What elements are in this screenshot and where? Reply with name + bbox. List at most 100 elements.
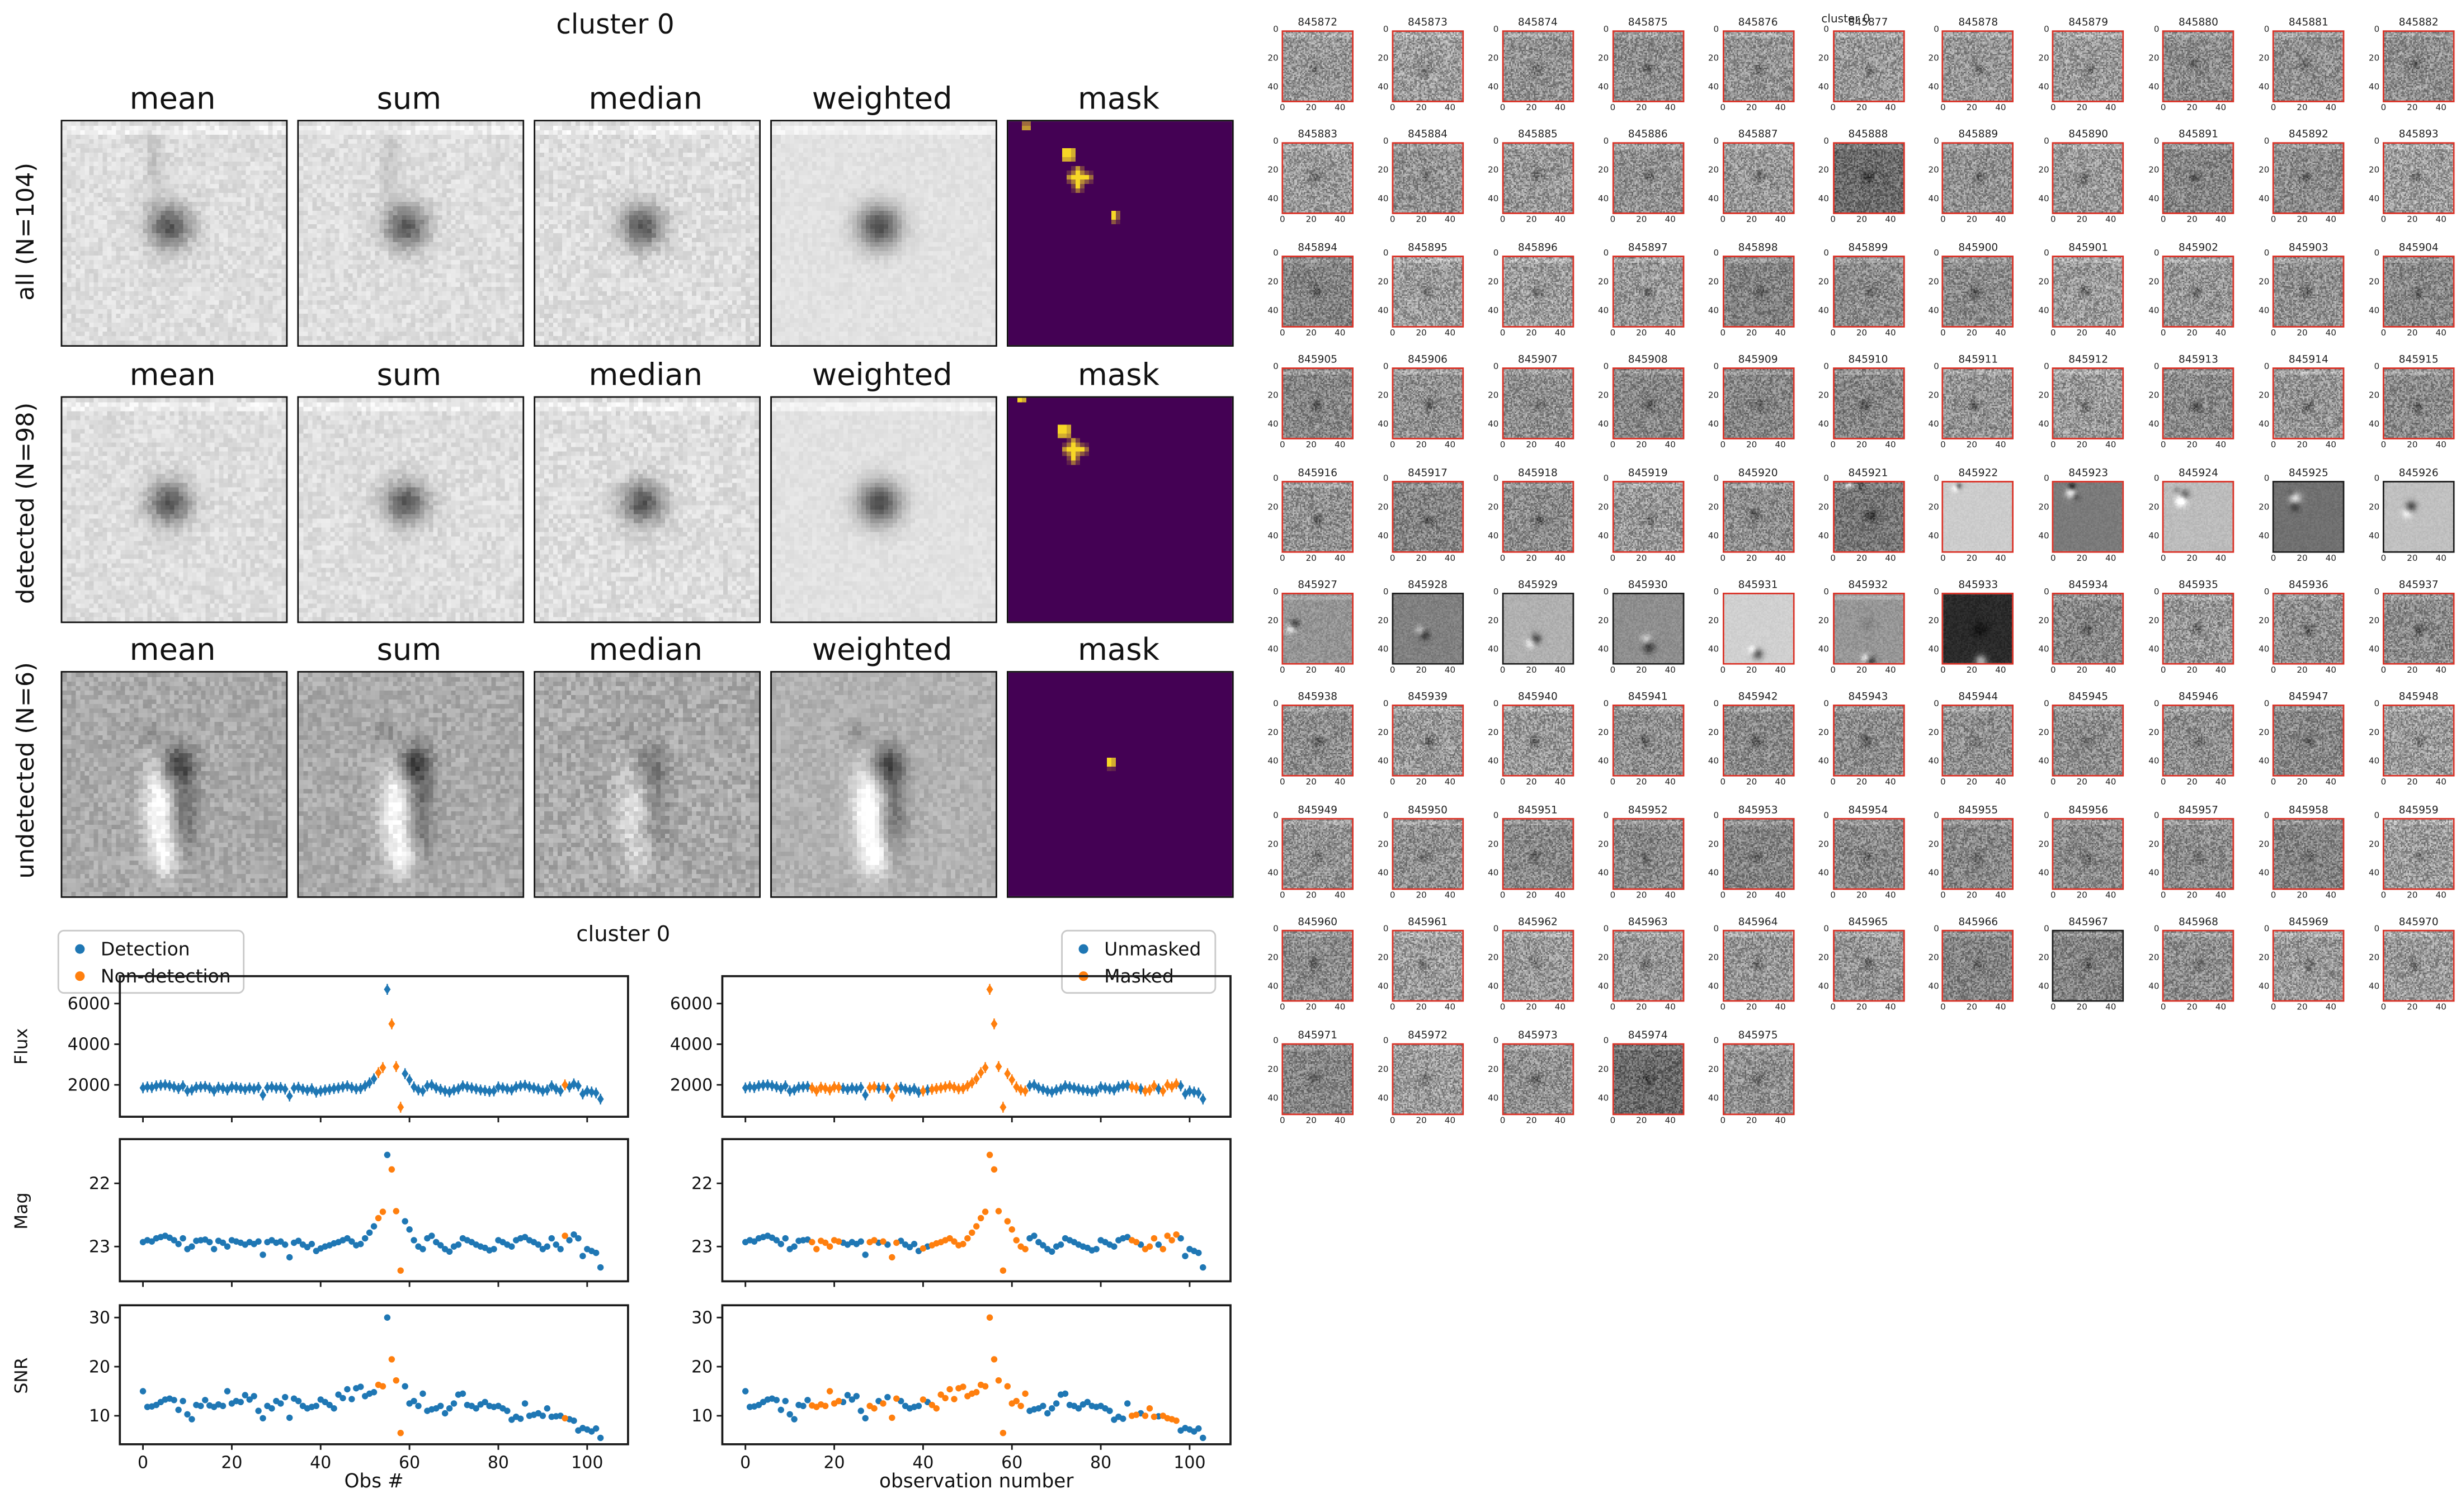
axis-tick-label: 20 bbox=[1267, 616, 1279, 626]
axis-tick-label: 40 bbox=[1665, 554, 1676, 564]
cutout-thumbnail bbox=[1392, 367, 1464, 440]
axis-tick-label: 20 bbox=[2038, 53, 2049, 63]
axis-tick-label: 20 bbox=[2297, 328, 2308, 339]
axis-tick-label: 40 bbox=[1444, 1116, 1456, 1126]
axis-tick-label: 0 bbox=[2044, 587, 2049, 597]
cutout-label: 845954 bbox=[1848, 803, 1888, 816]
axis-tick-label: 0 bbox=[1383, 700, 1389, 710]
axis-tick-label: 0 bbox=[1493, 362, 1499, 372]
svg-text:2000: 2000 bbox=[68, 1075, 110, 1095]
axis-tick-label: 0 bbox=[1603, 249, 1609, 259]
axis-tick-label: 0 bbox=[1830, 666, 1836, 676]
cutout-thumbnail bbox=[2052, 818, 2124, 890]
axis-tick-label: 0 bbox=[1500, 554, 1506, 564]
axis-tick-label: 40 bbox=[2105, 891, 2116, 901]
axis-tick-label: 40 bbox=[1444, 441, 1456, 451]
cutout-label: 845937 bbox=[2398, 578, 2439, 592]
axis-tick-label: 0 bbox=[2374, 362, 2380, 372]
axis-tick-label: 0 bbox=[1610, 1003, 1616, 1013]
cutout-thumbnail bbox=[1832, 930, 1904, 1002]
axis-tick-label: 0 bbox=[1720, 778, 1726, 788]
axis-tick-label: 40 bbox=[2105, 554, 2116, 564]
axis-tick-label: 20 bbox=[1746, 103, 1757, 114]
cutout-label: 845948 bbox=[2398, 691, 2439, 704]
cutout-thumbnail bbox=[2273, 593, 2345, 665]
axis-tick-label: 40 bbox=[1335, 891, 1346, 901]
axis-tick-label: 40 bbox=[1444, 328, 1456, 339]
axis-tick-label: 0 bbox=[2380, 554, 2387, 564]
axis-tick-label: 20 bbox=[2259, 391, 2270, 401]
legend-label: Unmasked bbox=[1104, 937, 1201, 960]
svg-text:4000: 4000 bbox=[670, 1035, 713, 1055]
axis-tick-label: 0 bbox=[1823, 362, 1829, 372]
axis-tick-label: 0 bbox=[1280, 778, 1285, 788]
axis-tick-label: 20 bbox=[1267, 1065, 1279, 1076]
axis-tick-label: 20 bbox=[1636, 554, 1647, 564]
axis-tick-label: 20 bbox=[2407, 328, 2418, 339]
y-axis-label-flux: Flux bbox=[11, 1028, 32, 1065]
axis-tick-label: 40 bbox=[1885, 103, 1896, 114]
cutout-thumbnail bbox=[2383, 480, 2455, 552]
axis-tick-label: 20 bbox=[1526, 778, 1537, 788]
axis-tick-label: 40 bbox=[1708, 644, 1719, 654]
axis-tick-label: 20 bbox=[2076, 441, 2087, 451]
lightcurve-figure-title: cluster 0 bbox=[576, 922, 671, 948]
axis-tick-label: 40 bbox=[2215, 891, 2227, 901]
axis-tick-label: 40 bbox=[1267, 419, 1279, 429]
axis-tick-label: 40 bbox=[2325, 1003, 2337, 1013]
cutout-label: 845925 bbox=[2288, 466, 2328, 479]
axis-tick-label: 20 bbox=[1856, 328, 1868, 339]
axis-tick-label: 40 bbox=[1928, 870, 1939, 880]
axis-tick-label: 20 bbox=[1416, 441, 1427, 451]
cutout-label: 845876 bbox=[1738, 16, 1778, 29]
axis-tick-label: 20 bbox=[1597, 616, 1609, 626]
axis-tick-label: 20 bbox=[2259, 728, 2270, 738]
axis-tick-label: 0 bbox=[2050, 441, 2056, 451]
cutout-label: 845947 bbox=[2288, 691, 2328, 704]
axis-tick-label: 40 bbox=[1267, 870, 1279, 880]
axis-tick-label: 20 bbox=[1488, 503, 1499, 513]
cutout-label: 845900 bbox=[1958, 240, 1998, 254]
axis-tick-label: 20 bbox=[1966, 554, 1978, 564]
axis-tick-label: 20 bbox=[1378, 278, 1389, 289]
cutout-thumbnail bbox=[1611, 255, 1684, 328]
cutout-label: 845904 bbox=[2398, 240, 2439, 254]
summary-panel-mean bbox=[60, 396, 288, 623]
axis-tick-label: 20 bbox=[1746, 216, 1757, 226]
axis-tick-label: 40 bbox=[2259, 982, 2270, 992]
axis-tick-label: 40 bbox=[2259, 419, 2270, 429]
axis-tick-label: 0 bbox=[1940, 216, 1946, 226]
axis-tick-label: 20 bbox=[1746, 1003, 1757, 1013]
axis-tick-label: 0 bbox=[1830, 1003, 1836, 1013]
cutout-label: 845897 bbox=[1628, 240, 1668, 254]
axis-tick-label: 0 bbox=[1830, 891, 1836, 901]
axis-tick-label: 40 bbox=[1928, 644, 1939, 654]
axis-tick-label: 0 bbox=[1713, 1037, 1719, 1047]
cutout-thumbnail bbox=[1832, 367, 1904, 440]
axis-tick-label: 0 bbox=[1610, 666, 1616, 676]
axis-tick-label: 20 bbox=[2186, 328, 2198, 339]
axis-tick-label: 40 bbox=[1335, 778, 1346, 788]
axis-tick-label: 40 bbox=[1335, 441, 1346, 451]
axis-tick-label: 20 bbox=[2076, 103, 2087, 114]
axis-tick-label: 40 bbox=[2369, 870, 2380, 880]
cutout-thumbnail bbox=[1502, 593, 1574, 665]
axis-tick-label: 0 bbox=[1273, 474, 1279, 484]
cutout-thumbnail bbox=[2052, 255, 2124, 328]
axis-tick-label: 0 bbox=[1823, 812, 1829, 822]
axis-tick-label: 20 bbox=[1966, 441, 1978, 451]
cutout-label: 845972 bbox=[1408, 1028, 1448, 1041]
axis-tick-label: 0 bbox=[2374, 25, 2380, 35]
axis-tick-label: 40 bbox=[1378, 195, 1389, 205]
cutout-label: 845936 bbox=[2288, 578, 2328, 592]
axis-tick-label: 20 bbox=[1267, 391, 1279, 401]
axis-tick-label: 20 bbox=[1636, 778, 1647, 788]
svg-text:20: 20 bbox=[823, 1453, 845, 1473]
axis-tick-label: 20 bbox=[1746, 554, 1757, 564]
axis-tick-label: 20 bbox=[1746, 891, 1757, 901]
axis-tick-label: 0 bbox=[1720, 666, 1726, 676]
cutout-thumbnail bbox=[1722, 1042, 1794, 1115]
axis-tick-label: 20 bbox=[1856, 441, 1868, 451]
axis-tick-label: 20 bbox=[1488, 840, 1499, 850]
axis-tick-label: 40 bbox=[1665, 1116, 1676, 1126]
